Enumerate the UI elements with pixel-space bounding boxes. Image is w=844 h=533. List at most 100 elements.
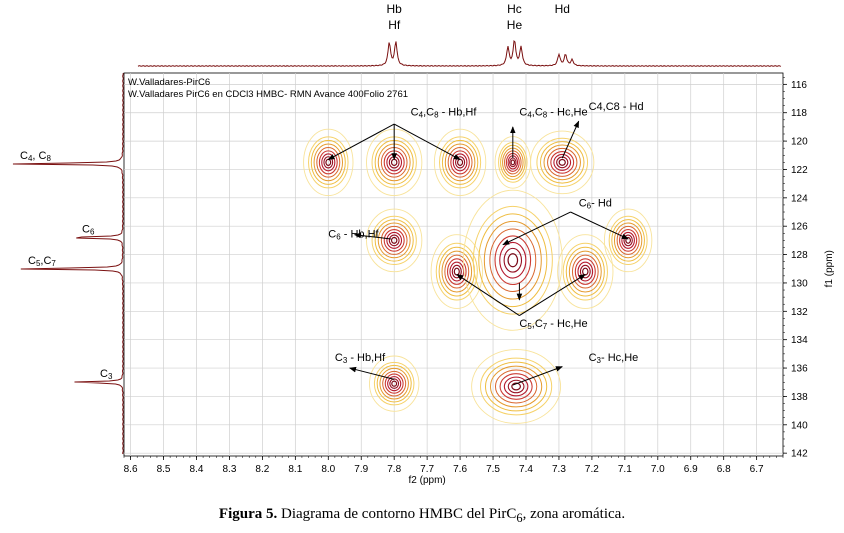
side-peak-label-0: C4, C8 [20,150,51,163]
annotation-7-arrow-0 [512,366,563,386]
cross-peak-6-ring-5 [621,231,635,249]
caption-sub: 6 [516,511,523,525]
x-tick-label-6: 8.0 [321,464,335,475]
cross-peak-4-ring-1 [539,141,585,184]
x-tick-label-14: 7.2 [585,464,599,475]
cross-peak-4-ring-5 [553,153,572,171]
cross-peak-5-ring-1 [374,219,414,262]
x-tick-label-9: 7.7 [420,464,434,475]
x-tick-label-19: 6.7 [750,464,764,475]
cross-peak-0-ring-1 [310,139,346,185]
x-tick-label-1: 8.5 [157,464,171,475]
cross-peak-5-ring-6 [388,234,400,247]
cross-peak-5-ring-7 [390,236,398,244]
cross-peak-2-halo [433,128,487,197]
annotation-5-line-1 [519,274,586,316]
x-tick-label-4: 8.2 [255,464,269,475]
y-tick-label-5: 126 [791,222,808,233]
annotation-4-line-1 [570,211,629,240]
cross-peak-0-ring-4 [318,150,338,175]
annotation-label-0: C4,C8 - Hb,Hf [411,107,478,120]
x-tick-label-17: 6.9 [684,464,698,475]
annotation-0-line-2 [393,123,461,160]
cross-peak-7-ring-4 [446,258,467,285]
y-tick-label-7: 130 [791,278,808,289]
top-peak-label-0-0: Hb [387,2,403,16]
cross-peak-9-ring-4 [574,258,596,285]
cross-peak-11-ring-6 [507,379,525,394]
cross-peak-10-ring-3 [382,370,407,397]
annotation-4-line-0 [502,211,571,246]
annotation-label-4: C6- Hd [579,197,612,210]
cross-peak-2-ring-3 [447,147,473,178]
x-tick-label-5: 8.1 [288,464,302,475]
cross-peak-11-ring-3 [494,369,538,404]
side-13c-projection: C4, C8 C6 C5,C7 C3 [12,72,124,455]
y-tick-label-0: 116 [791,80,807,91]
cross-peak-5-ring-2 [377,222,411,259]
cross-peak-2-ring-0 [439,136,482,189]
y-tick-label-6: 128 [791,250,808,261]
cross-peak-10-ring-5 [387,376,402,392]
annotation-label-3: C6 - Hb,Hf [328,229,379,242]
top-peak-label-1-0: Hc [507,2,522,16]
y-tick-label-4: 124 [791,193,808,204]
cross-peak-11-ring-7 [511,382,521,391]
y-tick-label-9: 134 [791,335,808,346]
cross-peak-6-ring-3 [616,225,640,255]
top-1h-projection: Hb Hf Hc He Hd [137,2,782,67]
cross-peak-11-halo [471,349,562,424]
top-projection-trace [137,39,782,67]
top-peak-label-2-0: Hd [555,2,570,16]
header-line-1: W.Valladares PirC6 en CDCl3 HMBC- RMN Av… [128,89,408,100]
cross-peak-0-halo [303,128,354,197]
cross-peak-4-ring-3 [547,147,578,177]
x-tick-label-8: 7.8 [387,464,401,475]
cross-peak-contours [303,128,653,424]
annotation-label-1: C4,C8 - Hc,He [519,107,587,120]
y-axis-label: f1 (ppm) [824,250,835,287]
annotation-label-7: C3- Hc,He [589,352,639,365]
caption-text: Diagrama de contorno HMBC del PirC [281,506,517,522]
x-tick-label-7: 7.9 [354,464,368,475]
cross-peak-11-ring-5 [503,376,529,397]
side-projection-trace [12,72,124,455]
annotation-label-6: C3 - Hb,Hf [335,352,386,365]
cross-peak-8-ring-4 [494,235,532,286]
header-line-0: W.Valladares-PirC6 [128,77,210,88]
cross-peak-10-ring-0 [373,361,415,406]
axes: 8.6 8.5 8.4 8.3 8.2 8.1 8.0 7.9 7.8 7.7 7.6 7.5 7.4 7… [124,77,835,486]
top-peak-label-1-1: He [507,18,523,32]
cross-peak-9-ring-1 [565,246,605,297]
cross-peak-11-ring-1 [485,361,548,412]
cross-peak-6-ring-1 [611,219,645,262]
cross-peak-5-ring-0 [371,215,417,265]
caption-prefix: Figura 5. [218,506,278,522]
side-peak-label-1: C6 [82,224,95,237]
figure-caption: Figura 5. Diagrama de contorno HMBC del … [0,506,844,526]
x-tick-label-2: 8.4 [190,464,204,475]
cross-peak-2-ring-4 [450,150,470,175]
cross-peak-11-ring-2 [489,365,543,408]
cross-peak-0-ring-5 [321,153,336,172]
x-tick-label-18: 6.8 [717,464,731,475]
cross-peak-0-ring-2 [313,143,344,182]
cross-peak-8-ring-3 [489,228,537,293]
cross-peak-6-halo [603,208,653,273]
side-peak-label-2: C5,C7 [28,255,56,268]
cross-peak-6-ring-4 [619,228,638,252]
annotation-2-arrow-0 [561,120,580,159]
cross-peak-6-ring-0 [608,215,648,265]
cross-peak-6-ring-2 [613,222,643,259]
x-tick-label-0: 8.6 [124,464,138,475]
cross-peak-9-ring-5 [577,261,594,282]
x-tick-label-10: 7.6 [453,464,467,475]
cross-peak-4-ring-0 [536,137,589,187]
cross-peak-10-halo [369,355,420,412]
y-tick-label-12: 140 [791,420,808,431]
cross-peak-7-ring-0 [435,242,478,301]
cross-peak-5-ring-5 [386,231,403,249]
y-tick-label-3: 122 [791,165,808,176]
x-tick-label-11: 7.5 [486,464,500,475]
